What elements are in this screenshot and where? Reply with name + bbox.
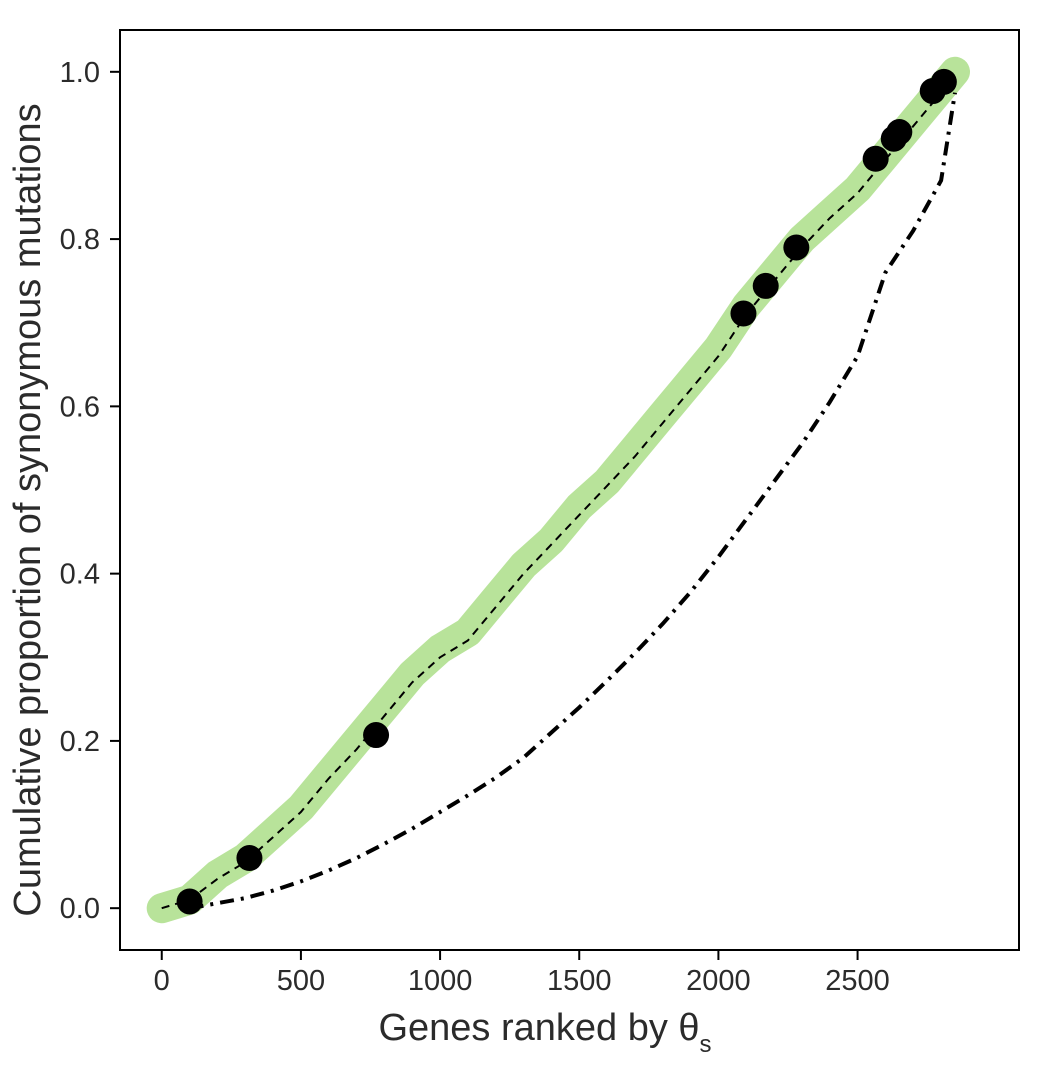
x-axis: 0 500 1000 1500 2000 2500 bbox=[154, 950, 890, 997]
data-point bbox=[730, 300, 757, 327]
y-tick-label: 0.2 bbox=[60, 726, 100, 758]
x-axis-title: Genes ranked by θs bbox=[378, 1007, 711, 1058]
x-tick-label: 500 bbox=[277, 965, 325, 997]
y-tick-label: 0.0 bbox=[60, 893, 100, 925]
y-tick-label: 0.4 bbox=[60, 559, 100, 591]
y-tick-label: 0.8 bbox=[60, 224, 100, 256]
dot-dash-series-line bbox=[189, 92, 957, 911]
data-point bbox=[783, 234, 810, 261]
data-point bbox=[176, 888, 203, 915]
data-point bbox=[930, 68, 957, 95]
x-tick-label: 1000 bbox=[408, 965, 473, 997]
x-axis-title-subscript: s bbox=[700, 1031, 712, 1058]
y-tick-label: 0.6 bbox=[60, 391, 100, 423]
data-point bbox=[886, 119, 913, 146]
x-tick-label: 0 bbox=[154, 965, 170, 997]
observed-band-series bbox=[146, 56, 970, 924]
y-axis: 0.0 0.2 0.4 0.6 0.8 1.0 bbox=[60, 57, 120, 925]
data-point bbox=[862, 145, 889, 172]
y-axis-title: Cumulative proportion of synonymous muta… bbox=[7, 103, 49, 916]
data-point bbox=[363, 722, 390, 749]
data-point bbox=[752, 272, 779, 299]
x-tick-label: 1500 bbox=[547, 965, 612, 997]
x-axis-title-main: Genes ranked by θ bbox=[378, 1007, 699, 1049]
x-tick-label: 2500 bbox=[825, 965, 890, 997]
series-layer bbox=[146, 56, 970, 924]
x-tick-label: 2000 bbox=[686, 965, 751, 997]
data-point bbox=[236, 845, 263, 871]
y-tick-label: 1.0 bbox=[60, 57, 100, 89]
